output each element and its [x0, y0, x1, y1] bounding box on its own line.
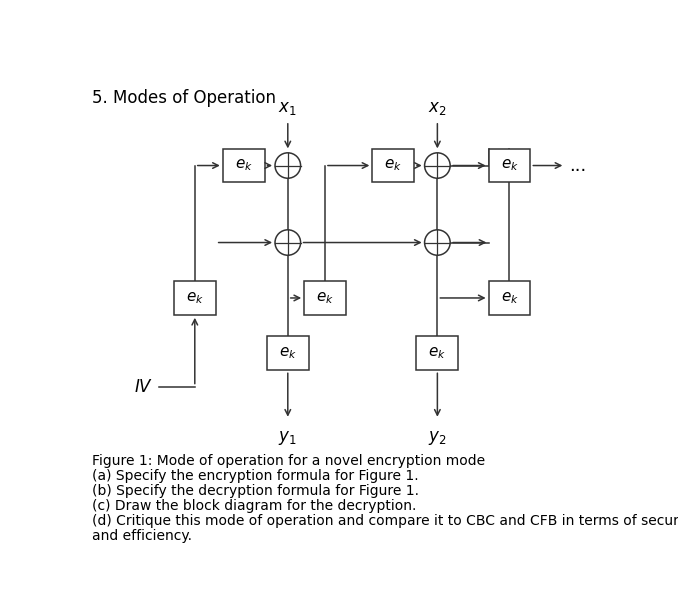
Text: $e_k$: $e_k$ [428, 346, 446, 361]
Text: $e_k$: $e_k$ [316, 290, 334, 306]
Text: $e_k$: $e_k$ [384, 157, 402, 174]
Text: $x_2$: $x_2$ [428, 99, 447, 117]
FancyBboxPatch shape [222, 148, 264, 183]
Text: $y_1$: $y_1$ [279, 429, 297, 447]
Text: 5. Modes of Operation: 5. Modes of Operation [92, 89, 277, 107]
Text: (c) Draw the block diagram for the decryption.: (c) Draw the block diagram for the decry… [92, 499, 417, 513]
FancyBboxPatch shape [174, 281, 216, 315]
Text: Figure 1: Mode of operation for a novel encryption mode: Figure 1: Mode of operation for a novel … [92, 453, 485, 467]
Circle shape [275, 230, 300, 255]
Text: $x_1$: $x_1$ [279, 99, 297, 117]
Circle shape [275, 153, 300, 178]
FancyBboxPatch shape [372, 148, 414, 183]
Text: $e_k$: $e_k$ [500, 157, 519, 174]
Circle shape [424, 230, 450, 255]
Text: $e_k$: $e_k$ [186, 290, 204, 306]
Text: and efficiency.: and efficiency. [92, 529, 193, 543]
Text: $e_k$: $e_k$ [235, 157, 253, 174]
Text: (d) Critique this mode of operation and compare it to CBC and CFB in terms of se: (d) Critique this mode of operation and … [92, 514, 678, 528]
FancyBboxPatch shape [489, 281, 530, 315]
FancyBboxPatch shape [489, 148, 530, 183]
Text: (a) Specify the encryption formula for Figure 1.: (a) Specify the encryption formula for F… [92, 469, 419, 483]
FancyBboxPatch shape [416, 336, 458, 370]
Text: (b) Specify the decryption formula for Figure 1.: (b) Specify the decryption formula for F… [92, 484, 420, 498]
FancyBboxPatch shape [267, 336, 308, 370]
Text: $y_2$: $y_2$ [428, 429, 447, 447]
Text: $e_k$: $e_k$ [500, 290, 519, 306]
FancyBboxPatch shape [304, 281, 346, 315]
Circle shape [424, 153, 450, 178]
Text: $e_k$: $e_k$ [279, 346, 297, 361]
Text: $IV$: $IV$ [134, 377, 153, 396]
Text: ...: ... [569, 157, 586, 174]
